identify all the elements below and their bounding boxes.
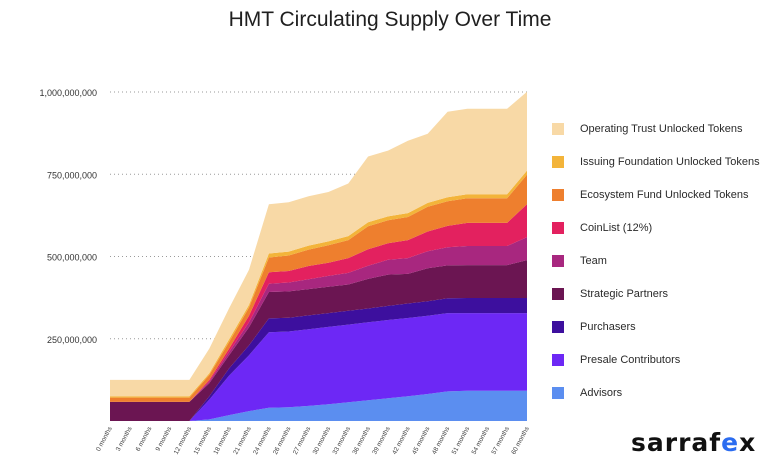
x-tick-label: 24 months	[252, 425, 273, 456]
x-tick-label: 48 months	[431, 425, 452, 456]
legend-swatch	[552, 287, 564, 300]
area-purchasers	[110, 298, 527, 421]
x-tick-label: 39 months	[371, 425, 392, 456]
x-tick-label: 54 months	[471, 425, 492, 456]
legend-swatch	[552, 320, 564, 333]
sarrafex-logo: sarraf e x	[631, 428, 756, 457]
x-tick-label: 9 months	[155, 425, 174, 453]
x-tick-label: 60 months	[510, 425, 531, 456]
legend-item: Presale Contributors	[552, 343, 778, 376]
legend-swatch	[552, 155, 564, 168]
legend-swatch	[552, 221, 564, 234]
legend-label: CoinList (12%)	[580, 221, 653, 234]
legend-item: Advisors	[552, 376, 778, 409]
legend-label: Presale Contributors	[580, 353, 681, 366]
legend-label: Ecosystem Fund Unlocked Tokens	[580, 188, 749, 201]
legend-label: Purchasers	[580, 320, 636, 333]
x-tick-label: 27 months	[292, 425, 313, 456]
chart-title: HMT Circulating Supply Over Time	[228, 8, 552, 31]
area-strategic-partners	[110, 260, 527, 421]
logo-text-start: sarraf	[631, 428, 722, 457]
legend-swatch	[552, 386, 564, 399]
x-tick-label: 45 months	[411, 425, 432, 456]
x-tick-label: 18 months	[212, 425, 233, 456]
x-tick-label: 42 months	[391, 425, 412, 456]
area-presale-contributors	[110, 313, 527, 421]
legend-item: Operating Trust Unlocked Tokens	[552, 112, 778, 145]
x-tick-label: 51 months	[451, 425, 472, 456]
legend-label: Team	[580, 254, 607, 267]
x-tick-label: 21 months	[232, 425, 253, 456]
legend-item: CoinList (12%)	[552, 211, 778, 244]
area-advisors	[110, 390, 527, 421]
legend-item: Ecosystem Fund Unlocked Tokens	[552, 178, 778, 211]
legend-label: Operating Trust Unlocked Tokens	[580, 122, 743, 135]
x-tick-label: 0 months	[95, 425, 114, 453]
legend-label: Issuing Foundation Unlocked Tokens	[580, 155, 760, 168]
y-tick-label: 500,000,000	[47, 253, 97, 263]
logo-text-x: e	[721, 428, 740, 457]
x-tick-label: 6 months	[135, 425, 154, 453]
legend-swatch	[552, 254, 564, 267]
x-tick-label: 30 months	[312, 425, 333, 456]
chart-legend: Operating Trust Unlocked Tokens Issuing F…	[552, 112, 778, 409]
area-coinlist-12	[110, 204, 527, 402]
y-tick-label: 1,000,000,000	[39, 88, 97, 98]
x-tick-label: 36 months	[351, 425, 372, 456]
x-tick-label: 15 months	[193, 425, 214, 456]
legend-label: Strategic Partners	[580, 287, 669, 300]
legend-item: Issuing Foundation Unlocked Tokens	[552, 145, 778, 178]
y-tick-label: 750,000,000	[47, 170, 97, 180]
legend-item: Strategic Partners	[552, 277, 778, 310]
area-ecosystem-fund-unlocked-tokens	[110, 174, 527, 402]
area-operating-trust-unlocked-tokens	[110, 91, 527, 397]
legend-label: Advisors	[580, 386, 623, 399]
x-tick-label: 26 months	[272, 425, 293, 456]
logo-text-end: x	[739, 428, 757, 457]
legend-item: Purchasers	[552, 310, 778, 343]
legend-swatch	[552, 353, 564, 366]
legend-swatch	[552, 122, 564, 135]
area-team	[110, 237, 527, 402]
x-tick-label: 3 months	[115, 425, 134, 453]
x-tick-label: 12 months	[173, 425, 194, 456]
y-tick-label: 250,000,000	[47, 335, 97, 345]
x-tick-label: 33 months	[332, 425, 353, 456]
legend-item: Team	[552, 244, 778, 277]
x-tick-label: 57 months	[490, 425, 511, 456]
legend-swatch	[552, 188, 564, 201]
